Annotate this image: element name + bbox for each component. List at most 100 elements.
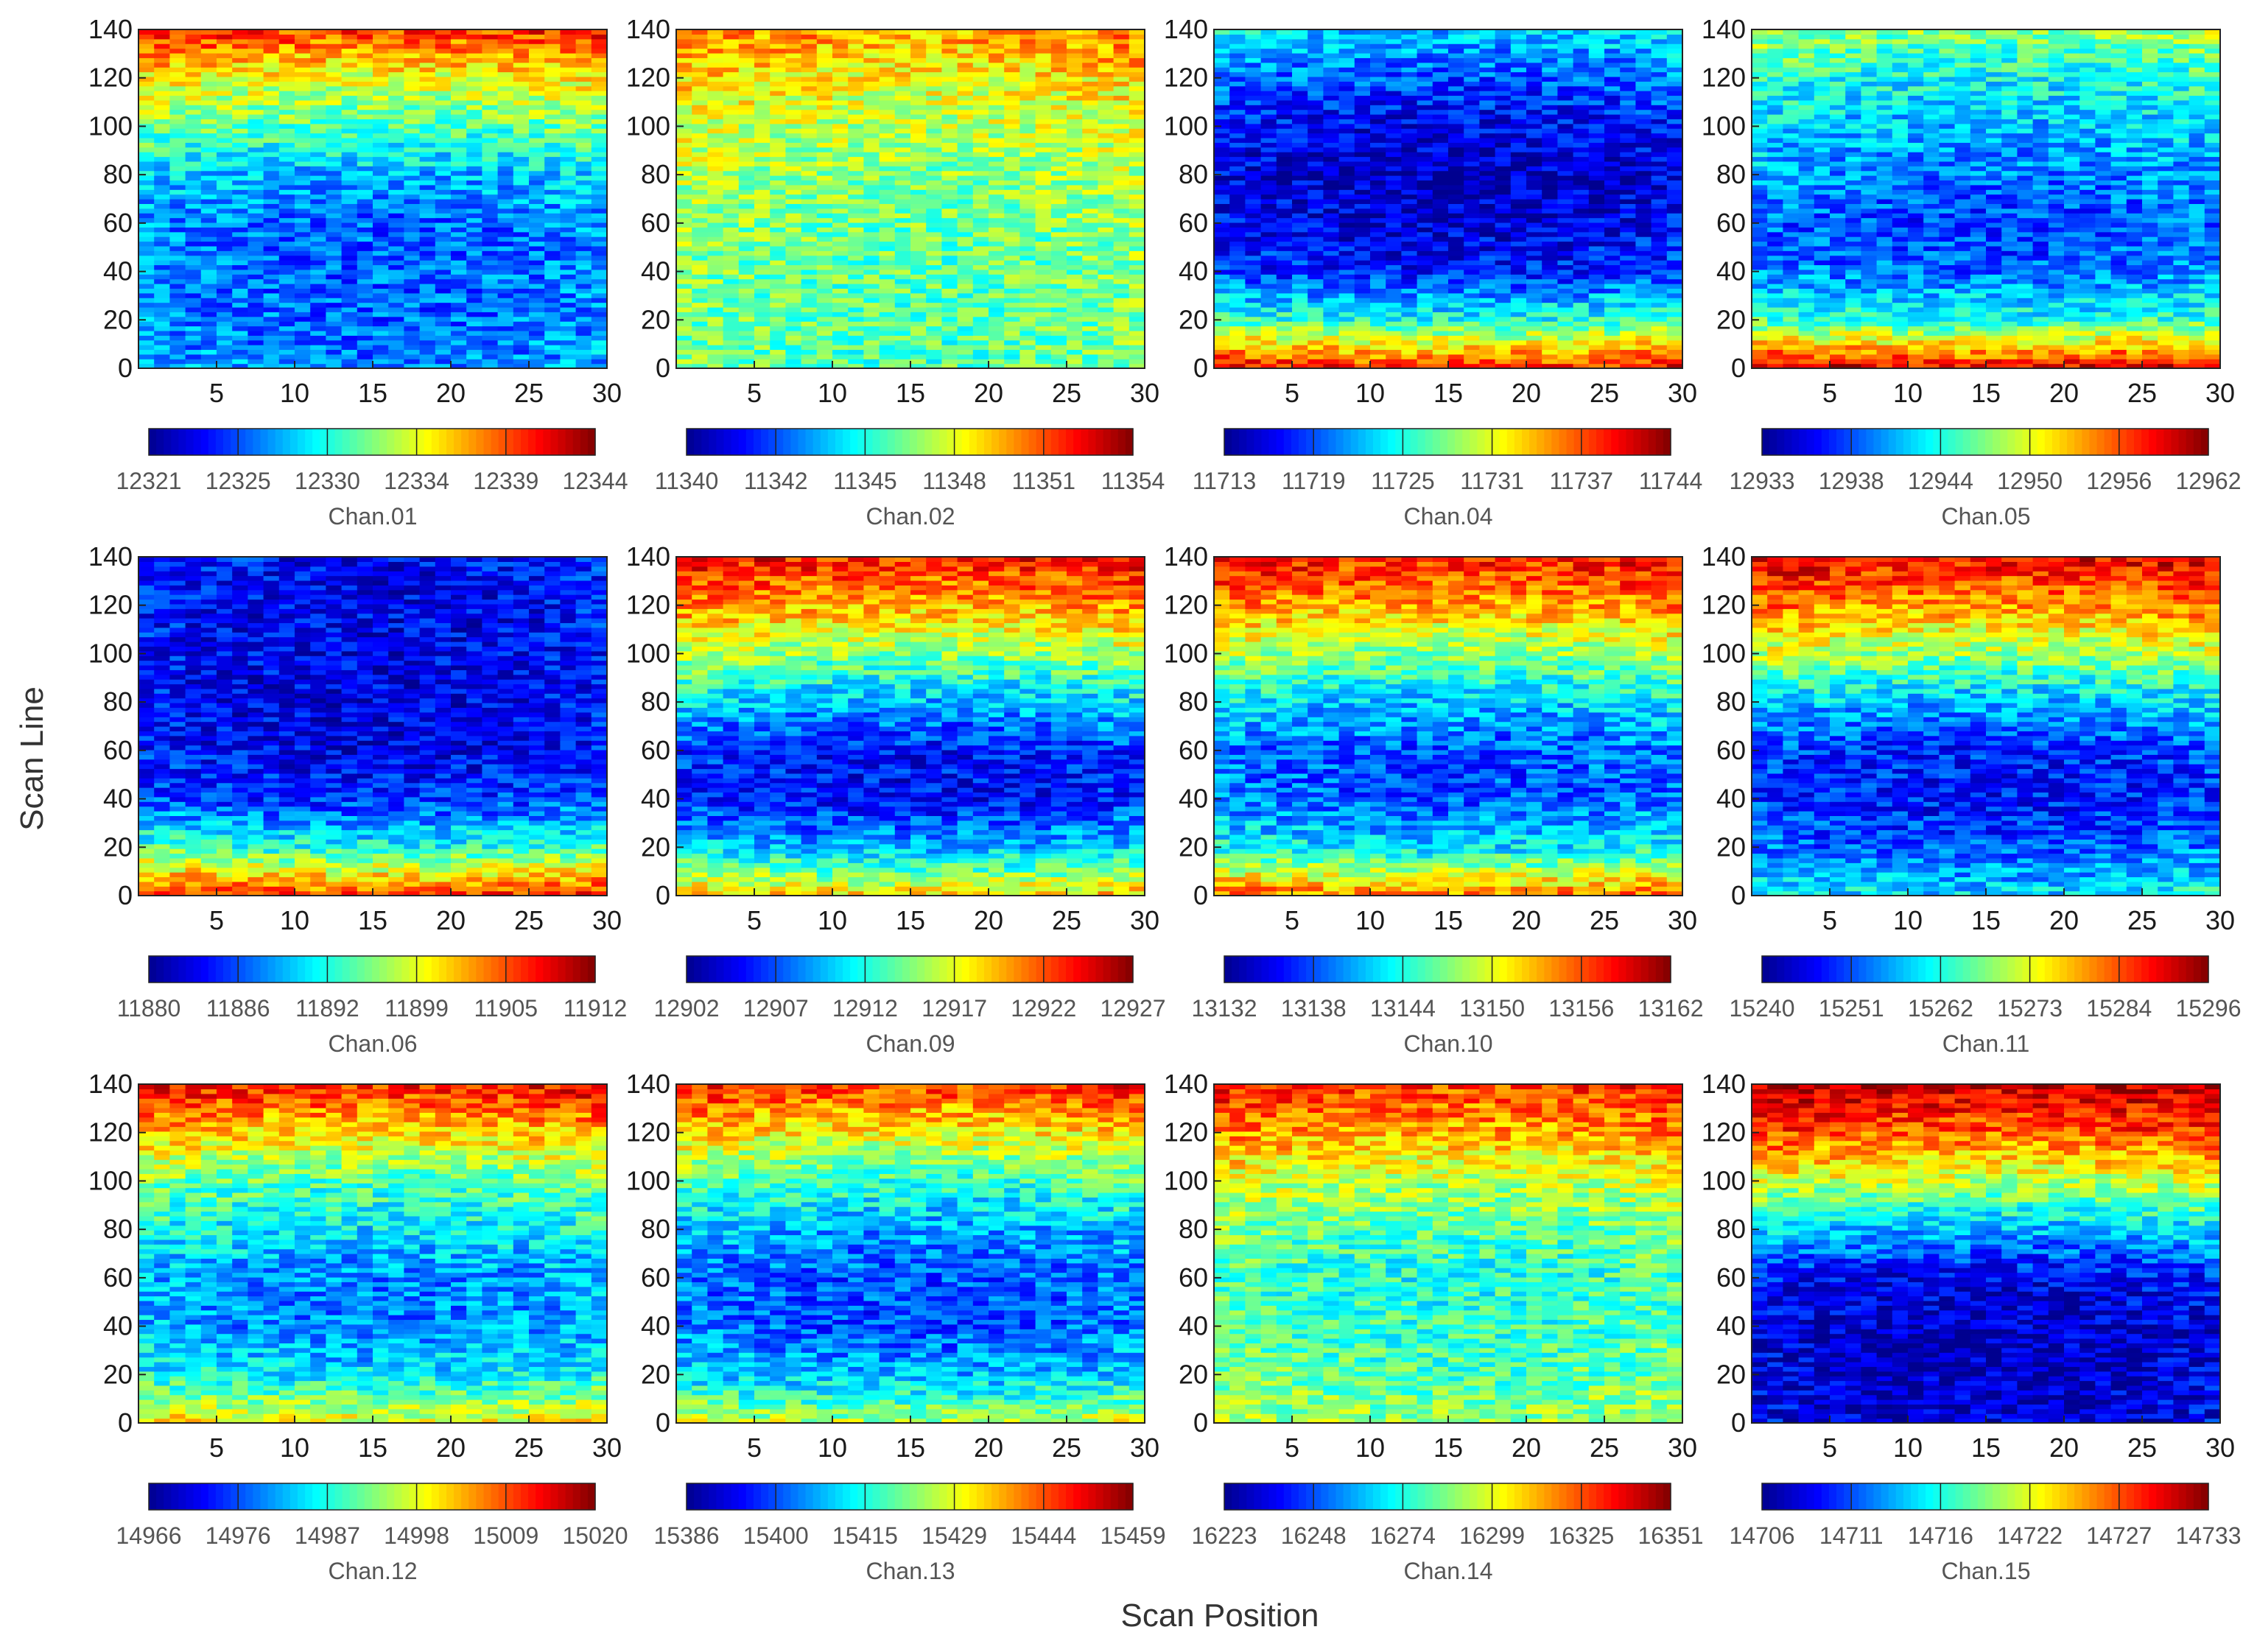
heatmap-cell xyxy=(770,57,786,63)
heatmap-cell xyxy=(232,152,248,158)
heatmap-cell xyxy=(200,152,217,158)
heatmap-cell xyxy=(1495,321,1512,327)
heatmap-cell xyxy=(1019,194,1036,200)
heatmap-cell xyxy=(435,43,452,49)
heatmap-cell xyxy=(1050,203,1067,209)
heatmap-cell xyxy=(1510,349,1527,355)
heatmap-cell xyxy=(957,38,974,44)
heatmap-cell xyxy=(1666,302,1683,308)
colorbar-segment xyxy=(827,429,836,455)
heatmap-cell xyxy=(154,298,170,303)
heatmap-cell xyxy=(1588,335,1605,341)
heatmap-cell xyxy=(435,184,452,190)
heatmap-cell xyxy=(185,95,202,101)
heatmap-cell xyxy=(326,217,343,223)
heatmap-cell xyxy=(1035,147,1052,152)
heatmap-cell xyxy=(310,302,326,308)
heatmap-cell xyxy=(200,91,217,96)
heatmap-cell xyxy=(1050,199,1067,204)
heatmap-cell xyxy=(1004,292,1020,298)
heatmap-cell xyxy=(1542,306,1558,312)
heatmap-cell xyxy=(1573,349,1590,355)
heatmap-cell xyxy=(738,180,755,186)
heatmap-cell xyxy=(1050,189,1067,195)
heatmap-cell xyxy=(816,76,833,82)
heatmap-cell xyxy=(1004,152,1020,158)
heatmap-cell xyxy=(310,180,326,186)
heatmap-cell xyxy=(326,180,343,186)
heatmap-cell xyxy=(232,217,248,223)
heatmap-cell xyxy=(404,184,421,190)
heatmap-cell xyxy=(1004,250,1020,256)
heatmap-cell xyxy=(560,264,577,270)
heatmap-cell xyxy=(248,156,264,162)
heatmap-cell xyxy=(1035,189,1052,195)
heatmap-cell xyxy=(388,119,404,124)
heatmap-cell xyxy=(263,278,280,284)
heatmap-cell xyxy=(832,128,849,134)
heatmap-cell xyxy=(1098,316,1115,322)
heatmap-cell xyxy=(832,330,849,336)
heatmap-cell xyxy=(848,222,864,228)
heatmap-cell xyxy=(451,95,467,101)
heatmap-cell xyxy=(1019,38,1036,44)
heatmap-cell xyxy=(785,142,802,148)
colorbar-segment xyxy=(812,429,821,455)
heatmap-cell xyxy=(1067,345,1083,351)
heatmap-cell xyxy=(404,142,421,148)
heatmap-cell xyxy=(910,241,927,247)
y-tick-label: 20 xyxy=(641,304,670,334)
heatmap-cell xyxy=(357,67,373,73)
heatmap-cell xyxy=(404,260,421,266)
heatmap-cell xyxy=(185,76,202,82)
heatmap-cell xyxy=(575,76,592,82)
heatmap-cell xyxy=(957,85,974,91)
heatmap-cell xyxy=(419,76,436,82)
heatmap-cell xyxy=(248,306,264,312)
heatmap-cell xyxy=(957,335,974,341)
heatmap-cell xyxy=(1417,349,1433,355)
heatmap-cell xyxy=(591,152,608,158)
colorbar-tick-label: 12339 xyxy=(473,468,538,494)
heatmap-cell xyxy=(1292,321,1308,327)
heatmap-cell xyxy=(404,62,421,68)
heatmap-cell xyxy=(676,255,692,261)
heatmap-cell xyxy=(1004,119,1020,124)
heatmap-cell xyxy=(1082,137,1098,143)
heatmap-cell xyxy=(1510,359,1527,365)
heatmap-cell xyxy=(169,38,186,44)
heatmap-cell xyxy=(1276,312,1293,317)
heatmap-cell xyxy=(138,119,155,124)
heatmap-cell xyxy=(1067,217,1083,223)
heatmap-cell xyxy=(723,326,740,331)
heatmap-cell xyxy=(560,330,577,336)
heatmap-cell xyxy=(1082,359,1098,365)
heatmap-cell xyxy=(707,330,724,336)
heatmap-cell xyxy=(1386,340,1402,345)
heatmap-cell xyxy=(989,203,1005,209)
heatmap-cell xyxy=(404,137,421,143)
heatmap-cell xyxy=(1004,330,1020,336)
heatmap-cell xyxy=(1098,208,1115,214)
heatmap-cell xyxy=(529,292,545,298)
heatmap-cell xyxy=(341,284,358,289)
heatmap-cell xyxy=(785,48,802,54)
heatmap-cell xyxy=(785,95,802,101)
heatmap-cell xyxy=(200,62,217,68)
heatmap-cell xyxy=(785,298,802,303)
heatmap-cell xyxy=(816,217,833,223)
heatmap-cell xyxy=(957,359,974,365)
heatmap-cell xyxy=(801,147,818,152)
heatmap-cell xyxy=(263,359,280,365)
colorbar-segment xyxy=(357,429,365,455)
heatmap-cell xyxy=(544,38,561,44)
heatmap-cell xyxy=(169,156,186,162)
heatmap-cell xyxy=(801,255,818,261)
heatmap-cell xyxy=(341,274,358,280)
heatmap-cell xyxy=(341,137,358,143)
heatmap-cell xyxy=(1004,166,1020,172)
heatmap-cell xyxy=(232,161,248,166)
heatmap-cell xyxy=(816,213,833,219)
heatmap-cell xyxy=(482,62,499,68)
colorbar-segment xyxy=(790,429,799,455)
